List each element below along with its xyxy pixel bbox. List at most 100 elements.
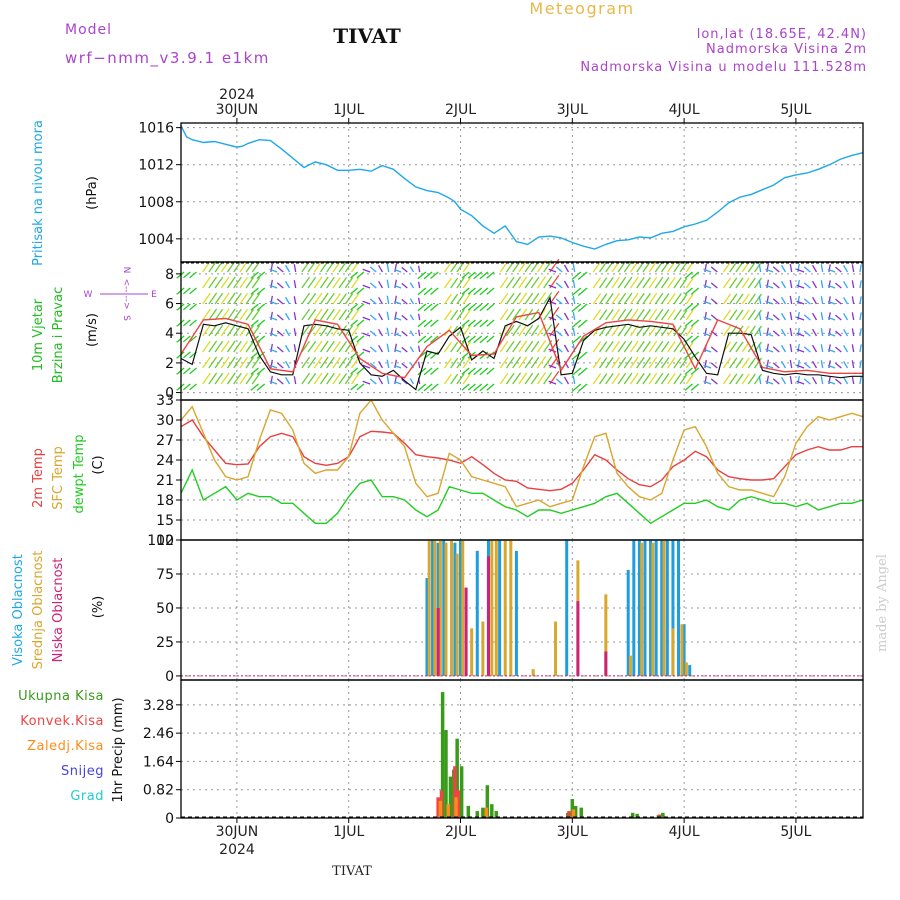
wind-arrow [269, 316, 278, 321]
y-tick-label: 0.82 [143, 783, 174, 799]
wind-arrow [338, 357, 348, 369]
wind-arrow [301, 356, 311, 369]
wind-arrow [512, 308, 522, 321]
bar-mark [438, 540, 442, 676]
wind-arrow [735, 293, 744, 305]
wind-arrow [571, 367, 582, 376]
wind-arrow [378, 360, 384, 369]
wind-arrow [654, 308, 664, 321]
wind-arrow [369, 298, 377, 305]
wind-arrow [473, 335, 483, 344]
y-tick-label: 4 [165, 326, 174, 342]
wind-arrow [245, 277, 255, 289]
wind-arrow [741, 277, 750, 289]
bottom-date-label: 3JUL [557, 824, 588, 840]
legend-konvek: Konvek.Kisa [20, 714, 104, 729]
wind-arrow [319, 308, 329, 321]
wind-arrow [456, 372, 465, 385]
wind-arrow [301, 292, 311, 305]
wind-arrow [456, 340, 465, 353]
top-date-axis: 30JUN 1JUL 2JUL 3JUL 4JUL 5JUL [216, 102, 812, 123]
bottom-date-axis: 30JUN 1JUL 2JUL 3JUL 4JUL 5JUL [216, 818, 812, 840]
wind-arrow [386, 327, 390, 337]
wind-arrow [369, 314, 377, 321]
wind-arrow [772, 378, 780, 385]
wind-arrow [789, 343, 793, 353]
wind-arrow [332, 261, 341, 273]
y-tick-label: 15 [156, 513, 174, 529]
bar-mark [662, 540, 666, 676]
wind-arrow [394, 268, 402, 273]
wind-arrow [182, 271, 191, 279]
wind-arrow [512, 340, 522, 353]
wind-arrow [753, 277, 763, 289]
wind-arrow [530, 372, 540, 385]
wind-arrow [208, 356, 218, 369]
wind-arrow [735, 357, 744, 369]
bar-mark [446, 804, 450, 818]
bar-mark [490, 540, 494, 676]
wind-arrow [611, 276, 621, 289]
wind-arrow [378, 328, 384, 337]
wind-arrow [443, 277, 452, 289]
wind-arrow [332, 277, 341, 289]
cloud-ylabel-low: Niska Oblacnost [51, 558, 66, 663]
wind-arrow [648, 292, 658, 305]
wind-arrow [555, 378, 563, 385]
wind-arrow [417, 329, 421, 337]
wind-arrow [811, 296, 818, 305]
wind-arrow [835, 346, 842, 353]
wind-arrow [684, 303, 693, 311]
wind-arrow [378, 264, 384, 273]
wind-arrow [835, 282, 842, 289]
wind-arrow [797, 343, 800, 353]
wind-arrow [350, 367, 359, 375]
wind-arrow [313, 260, 323, 273]
y-tick-label: 21 [156, 473, 174, 489]
wind-arrow [710, 346, 718, 353]
bar-mark [450, 540, 454, 676]
wind-arrow [572, 375, 576, 385]
wind-arrow [394, 327, 397, 337]
wind-arrow [629, 372, 639, 385]
y-tick-label: 1008 [138, 195, 174, 211]
wind-arrow [572, 263, 576, 273]
y-tick-label: 2 [165, 356, 174, 372]
wind-arrow [598, 261, 608, 273]
wind-arrow [245, 325, 255, 337]
wind-arrow [572, 327, 576, 337]
wind-arrow [543, 276, 553, 289]
wind-arrow [667, 357, 676, 369]
wind-arrow [182, 303, 191, 311]
wind-arrow [811, 360, 818, 369]
wind-arrow [704, 327, 707, 337]
wind-arrow [356, 271, 365, 279]
wind-arrow [239, 308, 249, 321]
wind-arrow [473, 271, 483, 280]
wind-arrow [796, 348, 805, 353]
wind-arrow [270, 327, 273, 337]
wind-arrow [797, 279, 800, 289]
y-tick-label: 8 [165, 267, 174, 283]
wind-arrow [571, 287, 582, 296]
wind-arrow [753, 261, 763, 273]
wind-arrow [276, 330, 284, 337]
wind-arrow [362, 316, 371, 321]
wind-arrow [256, 383, 266, 391]
wind-arrow [577, 303, 588, 312]
wind-arrow [605, 308, 614, 321]
wind-arrow [843, 312, 849, 321]
wind-arrow [344, 309, 354, 321]
wind-arrow [524, 356, 534, 369]
wind-arrow [827, 364, 836, 369]
wind-arrow [703, 380, 712, 385]
wind-arrow [753, 309, 763, 321]
wind-arrow [577, 351, 588, 360]
cloud-panel: 0 25 50 75 100 [147, 533, 864, 685]
wind-arrow [758, 375, 762, 385]
wind-arrow [462, 276, 472, 289]
wind-arrow [202, 276, 211, 289]
wind-arrow [642, 372, 651, 385]
wind-arrow [572, 295, 576, 305]
temp-ylabel-dewpt: dewpt Temp [72, 434, 87, 513]
